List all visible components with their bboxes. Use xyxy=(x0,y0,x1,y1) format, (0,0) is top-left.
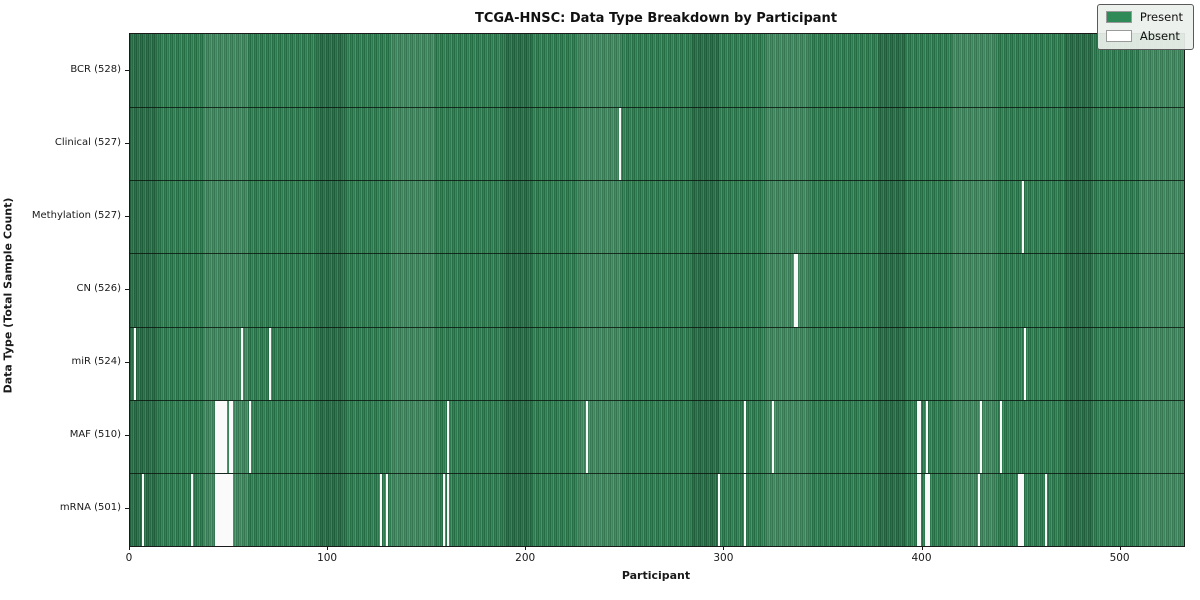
absent-line-mrna-403 xyxy=(928,473,931,546)
absent-line-maf-51 xyxy=(231,400,233,473)
absent-line-maf-429 xyxy=(979,400,982,473)
absent-line-mrna-462 xyxy=(1045,473,1048,546)
y-tick-mark xyxy=(125,362,129,364)
absent-line-mir-70 xyxy=(268,327,271,400)
absent-line-methylation-450 xyxy=(1021,181,1024,254)
legend-item-absent: Absent xyxy=(1105,29,1183,43)
absent-line-clinical-247 xyxy=(619,108,622,181)
y-tick-label-mrna: mRNA (501) xyxy=(59,502,121,514)
legend-swatch-present xyxy=(1105,11,1132,23)
heatmap-plot xyxy=(129,33,1185,547)
legend: Present Absent xyxy=(1096,4,1194,50)
y-tick-mark xyxy=(125,69,129,71)
x-tick-label-500: 500 xyxy=(1109,552,1130,564)
x-tick-label-300: 300 xyxy=(713,552,734,564)
y-tick-label-cn: CN (526) xyxy=(76,283,121,294)
absent-line-mrna-31 xyxy=(191,473,194,546)
chart-title: TCGA-HNSC: Data Type Breakdown by Partic… xyxy=(474,11,838,26)
absent-line-maf-47 xyxy=(223,400,226,473)
absent-line-mrna-48 xyxy=(225,473,228,546)
absent-line-mrna-47 xyxy=(223,473,226,546)
absent-line-mrna-158 xyxy=(443,473,445,546)
legend-item-present: Present xyxy=(1105,10,1183,24)
absent-line-maf-160 xyxy=(447,400,449,473)
absent-line-cn-336 xyxy=(795,254,798,327)
absent-line-maf-48 xyxy=(225,400,228,473)
x-tick-mark xyxy=(327,546,329,550)
absent-line-mrna-45 xyxy=(219,473,222,546)
x-tick-mark xyxy=(921,546,923,550)
heatmap-row-mir xyxy=(130,326,1184,400)
absent-line-mrna-310 xyxy=(744,473,747,546)
heatmap-row-bcr xyxy=(130,34,1184,108)
y-axis-label: Data Type (Total Sample Count) xyxy=(1,197,15,394)
absent-line-maf-50 xyxy=(229,400,232,473)
absent-line-mrna-449 xyxy=(1019,473,1022,546)
legend-label-absent: Absent xyxy=(1139,29,1180,43)
absent-line-maf-398 xyxy=(918,400,921,473)
absent-line-maf-402 xyxy=(926,400,929,473)
absent-line-maf-46 xyxy=(221,400,224,473)
x-axis-label: Participant xyxy=(621,569,691,582)
heatmap-row-cn xyxy=(130,253,1184,327)
absent-line-mrna-398 xyxy=(918,473,921,546)
absent-line-mrna-44 xyxy=(217,473,220,546)
x-tick-mark xyxy=(525,546,527,550)
absent-line-cn-335 xyxy=(793,254,796,327)
y-tick-label-clinical: Clinical (527) xyxy=(54,136,121,148)
absent-line-mir-451 xyxy=(1023,327,1026,400)
x-tick-mark xyxy=(723,546,725,550)
absent-line-mir-56 xyxy=(240,327,243,400)
absent-line-mrna-448 xyxy=(1017,473,1020,546)
heatmap-row-mrna xyxy=(130,472,1184,546)
absent-line-mrna-428 xyxy=(978,473,980,546)
y-tick-label-bcr: BCR (528) xyxy=(70,63,121,75)
absent-line-maf-45 xyxy=(219,400,222,473)
absent-line-mrna-450 xyxy=(1021,473,1024,546)
absent-line-mrna-49 xyxy=(227,473,230,546)
legend-swatch-absent xyxy=(1105,30,1132,42)
x-tick-label-0: 0 xyxy=(125,552,133,564)
legend-label-present: Present xyxy=(1139,10,1183,24)
x-tick-label-200: 200 xyxy=(515,552,536,564)
absent-line-mrna-51 xyxy=(231,473,233,546)
y-tick-mark xyxy=(125,435,129,437)
absent-line-mrna-126 xyxy=(379,473,382,546)
y-tick-label-mir: miR (524) xyxy=(71,356,121,368)
x-tick-label-100: 100 xyxy=(317,552,338,564)
heatmap-row-methylation xyxy=(130,180,1184,254)
absent-line-mrna-129 xyxy=(385,473,388,546)
x-tick-label-400: 400 xyxy=(911,552,932,564)
absent-line-mrna-50 xyxy=(229,473,232,546)
absent-line-maf-310 xyxy=(744,400,747,473)
absent-line-maf-324 xyxy=(771,400,774,473)
y-tick-label-maf: MAF (510) xyxy=(69,429,121,441)
absent-line-mrna-402 xyxy=(926,473,929,546)
y-tick-label-methylation: Methylation (527) xyxy=(31,209,121,221)
x-tick-mark xyxy=(1119,546,1121,550)
absent-line-mrna-160 xyxy=(447,473,449,546)
absent-line-maf-439 xyxy=(999,400,1002,473)
absent-line-mrna-397 xyxy=(916,473,919,546)
x-tick-mark xyxy=(129,546,130,550)
y-tick-mark xyxy=(125,289,129,290)
y-tick-mark xyxy=(125,215,129,217)
y-tick-mark xyxy=(125,508,129,510)
absent-line-mrna-46 xyxy=(221,473,224,546)
heatmap-row-maf xyxy=(130,399,1184,473)
absent-line-maf-43 xyxy=(215,400,218,473)
absent-line-mrna-43 xyxy=(215,473,218,546)
absent-line-maf-44 xyxy=(217,400,220,473)
absent-line-mrna-401 xyxy=(924,473,927,546)
absent-line-maf-60 xyxy=(248,400,251,473)
absent-line-mir-2 xyxy=(134,327,136,400)
heatmap-row-clinical xyxy=(130,107,1184,181)
absent-line-maf-397 xyxy=(916,400,919,473)
absent-line-maf-230 xyxy=(585,400,588,473)
absent-line-mrna-297 xyxy=(718,473,721,546)
absent-line-mrna-6 xyxy=(141,473,144,546)
y-tick-mark xyxy=(125,142,129,144)
